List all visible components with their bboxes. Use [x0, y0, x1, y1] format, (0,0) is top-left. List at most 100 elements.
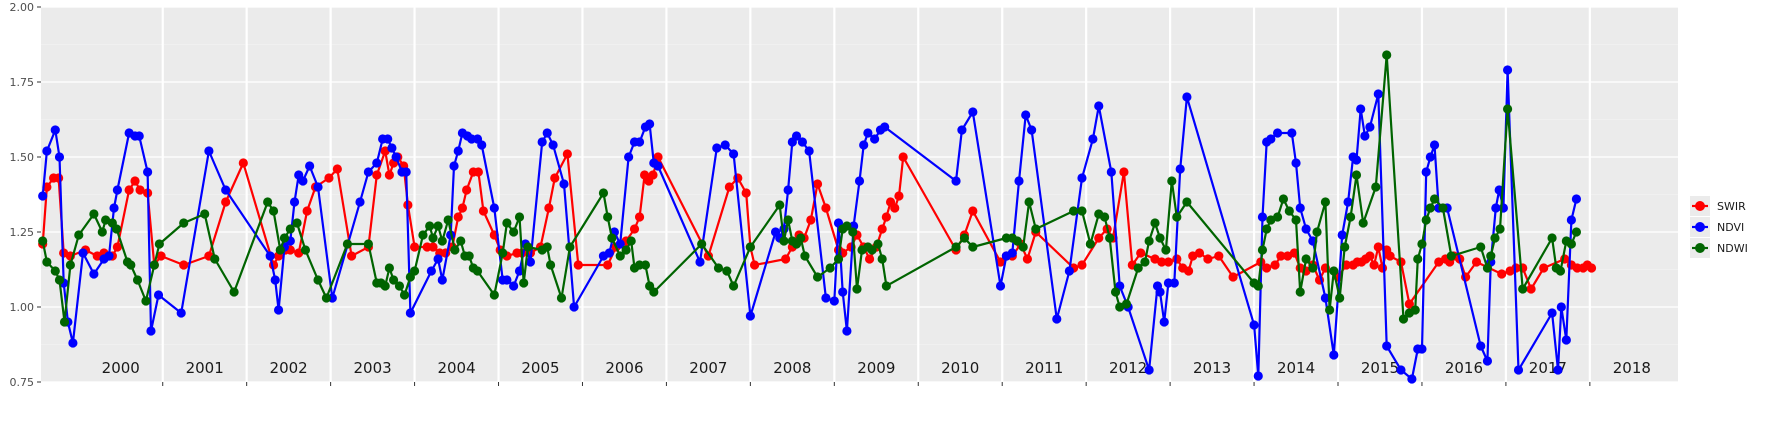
ndvi-point	[1396, 365, 1406, 375]
swir-point	[1369, 260, 1379, 270]
ndwi-point	[877, 254, 887, 264]
ndvi-point	[509, 281, 519, 291]
swir-point	[1373, 242, 1383, 252]
ndvi-point	[712, 143, 722, 153]
ndvi-point	[1295, 203, 1305, 213]
ndvi-point	[1382, 341, 1392, 351]
y-tick-label: 1.75	[10, 76, 35, 89]
swir-point	[864, 254, 875, 264]
y-tick-label: 1.50	[10, 151, 35, 164]
ndvi-point	[1360, 131, 1370, 141]
ndvi-point	[78, 248, 88, 258]
ndvi-point	[645, 119, 655, 129]
ndwi-point	[1490, 233, 1500, 243]
ndvi-point	[854, 176, 865, 186]
ndwi-point	[514, 212, 525, 222]
ndvi-point	[477, 140, 487, 150]
ndvi-point	[1026, 125, 1037, 135]
ndwi-point	[443, 215, 453, 225]
year-label: 2000	[102, 359, 140, 377]
year-labels: 2000 2001 2002 2003 2004 2005 2006 2007 2008 2009…	[102, 359, 1651, 386]
swir-point	[1228, 272, 1238, 282]
ndvi-point	[525, 257, 536, 267]
ndvi-point	[502, 275, 512, 285]
ndvi-point	[1094, 101, 1104, 111]
ndvi-point	[1553, 365, 1563, 375]
swir-point	[821, 203, 831, 213]
swir-point	[894, 191, 904, 201]
legend-ndvi-label: NDVI	[1717, 221, 1744, 234]
year-label: 2008	[773, 359, 811, 377]
ndwi-point	[42, 257, 52, 267]
ndvi-point	[146, 326, 156, 336]
y-tick-label: 1.25	[10, 226, 35, 239]
ndwi-point	[603, 212, 613, 222]
swir-point	[733, 173, 743, 183]
ndvi-point	[387, 143, 397, 153]
ndwi-point	[1446, 251, 1456, 261]
ndvi-point	[1365, 122, 1375, 132]
swir-point	[544, 203, 554, 213]
ndvi-point	[273, 305, 284, 315]
ndvi-point	[1182, 92, 1192, 102]
ndvi-point	[745, 311, 755, 321]
ndvi-point	[265, 251, 275, 261]
ndwi-point	[1312, 227, 1322, 237]
ndwi-point	[1150, 218, 1160, 228]
ndvi-point	[542, 128, 552, 138]
ndwi-point	[1272, 212, 1283, 222]
year-label: 2007	[689, 359, 727, 377]
ndwi-point	[1547, 233, 1557, 243]
ndwi-point	[313, 275, 323, 285]
ndvi-point	[1088, 134, 1098, 144]
swir-point	[135, 185, 145, 195]
ndvi-point	[426, 266, 436, 276]
ndwi-point	[542, 242, 552, 252]
swir-point	[324, 173, 334, 183]
ndwi-point	[74, 230, 84, 240]
ndvi-point	[355, 197, 365, 207]
ndwi-point	[394, 281, 405, 291]
y-axis: 0.75 1.00 1.25 1.50 1.75 2.00	[10, 1, 41, 389]
ndwi-point	[848, 227, 858, 237]
ndwi-point	[1425, 203, 1435, 213]
ndvi-point	[449, 161, 459, 171]
ndwi-point	[65, 260, 75, 270]
year-label: 2010	[941, 359, 979, 377]
ndwi-point	[509, 227, 519, 237]
ndwi-point	[1502, 104, 1513, 114]
ndwi-point	[598, 188, 609, 198]
ndwi-point	[779, 236, 789, 246]
ndwi-point	[285, 224, 295, 234]
ndwi-point	[384, 263, 394, 273]
year-label: 2009	[857, 359, 895, 377]
ndwi-point	[399, 290, 410, 300]
ndvi-point	[489, 203, 499, 213]
swir-point	[179, 260, 189, 270]
ndwi-point	[1133, 263, 1143, 273]
ndwi-point	[1167, 176, 1177, 186]
ndwi-point	[1100, 212, 1110, 222]
ndvi-point	[433, 254, 443, 264]
ndvi-point	[1502, 65, 1513, 75]
ndwi-point	[1346, 212, 1356, 222]
year-label: 2002	[270, 359, 308, 377]
ndwi-point	[268, 206, 279, 216]
ndwi-point	[565, 242, 575, 252]
ndwi-point	[1161, 245, 1171, 255]
ndwi-point	[968, 242, 978, 252]
ndwi-point	[713, 263, 724, 273]
ndvi-point	[54, 152, 65, 162]
ndwi-point	[842, 221, 852, 231]
ndvi-point	[870, 134, 880, 144]
ndwi-point	[502, 218, 512, 228]
ndwi-point	[1182, 197, 1192, 207]
ndwi-point	[640, 260, 651, 270]
ndwi-point	[1398, 314, 1409, 324]
ndvi-point	[38, 191, 48, 201]
swir-point	[156, 251, 166, 261]
ndvi-point	[537, 137, 547, 147]
ndvi-point	[1169, 278, 1179, 288]
ndvi-point	[1266, 134, 1276, 144]
ndvi-point	[112, 185, 122, 195]
